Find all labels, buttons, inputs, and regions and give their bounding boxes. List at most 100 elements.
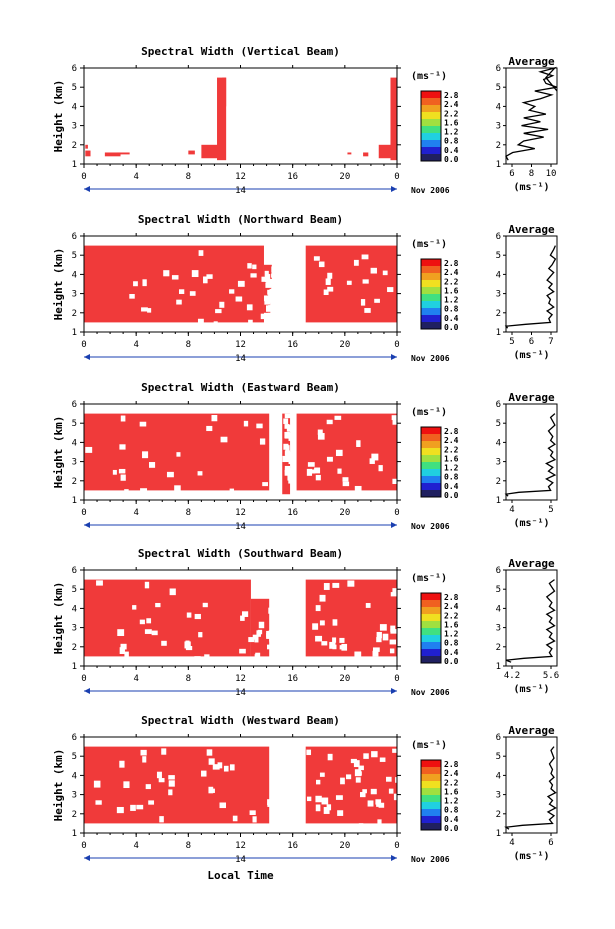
- y-tick-label: 4: [72, 771, 77, 781]
- data-gap: [369, 458, 375, 464]
- panel-3: Spectral Width (Southward Beam)0 4 8 12 16 20…: [52, 547, 559, 698]
- data-gap: [146, 618, 152, 624]
- data-gap: [266, 279, 272, 284]
- data-gap: [252, 634, 259, 640]
- data-gap: [267, 312, 274, 319]
- y-tick-label: 2: [72, 810, 77, 820]
- data-gap: [267, 799, 273, 806]
- x-tick-label: 16: [287, 508, 298, 518]
- data-gap: [242, 611, 249, 617]
- data-gap: [327, 753, 333, 761]
- data-gap: [217, 762, 223, 769]
- data-gap: [332, 619, 338, 626]
- data-gap: [371, 453, 379, 461]
- colorbar-cell: [421, 760, 441, 768]
- y-tick-label: 4: [72, 604, 77, 614]
- x-tick-label: 0: [394, 172, 399, 182]
- colorbar-tick-label: 2.8: [444, 259, 459, 268]
- unit-label: (ms⁻¹): [411, 573, 447, 584]
- data-gap: [353, 760, 360, 768]
- colorbar-cell: [421, 823, 441, 831]
- avg-profile-line: [504, 413, 557, 497]
- avg-y-tick-label: 1: [496, 662, 501, 672]
- data-gap: [288, 435, 295, 441]
- colorbar-tick-label: 0.0: [444, 491, 459, 500]
- colorbar-tick-label: 0.4: [444, 815, 459, 824]
- avg-x-tick-label: 5.6: [543, 671, 559, 681]
- colorbar-cell: [421, 427, 441, 435]
- data-gap: [323, 583, 330, 590]
- avg-x-label: (ms⁻¹): [513, 851, 549, 862]
- heatmap-block: [84, 579, 251, 657]
- data-gap: [130, 804, 136, 811]
- colorbar-cell: [421, 147, 441, 155]
- colorbar-tick-label: 1.6: [444, 118, 459, 127]
- colorbar-tick-label: 1.2: [444, 296, 459, 305]
- x-tick-label: 12: [235, 340, 246, 350]
- date-arrow-right: [391, 522, 397, 528]
- data-gap: [378, 465, 383, 472]
- data-gap: [159, 816, 164, 823]
- data-gap: [361, 254, 369, 260]
- data-gap: [390, 625, 396, 632]
- heatmap-block: [84, 413, 270, 491]
- data-gap: [323, 807, 330, 814]
- avg-y-tick-label: 6: [496, 566, 501, 576]
- y-tick-label: 2: [72, 643, 77, 653]
- data-gap: [332, 644, 337, 650]
- date-arrow-left: [84, 354, 90, 360]
- data-gap: [326, 804, 332, 811]
- data-gap: [119, 760, 125, 768]
- data-gap: [112, 469, 117, 475]
- y-tick-label: 5: [72, 585, 77, 595]
- data-gap: [235, 296, 243, 302]
- colorbar-cell: [421, 767, 441, 775]
- data-gap: [271, 291, 278, 298]
- data-gap: [176, 299, 182, 305]
- y-axis-label: Height (km): [52, 749, 65, 822]
- data-gap: [144, 581, 150, 589]
- avg-title: Average: [508, 557, 555, 570]
- colorbar-cell: [421, 774, 441, 782]
- x-tick-label: 20: [339, 340, 350, 350]
- data-gap: [375, 799, 382, 805]
- data-gap: [270, 300, 277, 307]
- y-tick-label: 5: [72, 83, 77, 93]
- colorbar-tick-label: 2.8: [444, 91, 459, 100]
- data-gap: [395, 777, 401, 783]
- data-gap: [335, 795, 343, 800]
- heatmap-block: [305, 579, 397, 657]
- avg-x-tick-label: 5: [509, 337, 514, 347]
- avg-y-tick-label: 1: [496, 496, 501, 506]
- avg-y-tick-label: 3: [496, 791, 501, 801]
- data-gap: [204, 654, 210, 661]
- data-gap: [202, 602, 208, 608]
- data-gap: [240, 615, 245, 621]
- data-gap: [364, 308, 371, 313]
- data-gap: [313, 256, 320, 261]
- y-tick-label: 1: [72, 328, 77, 338]
- data-gap: [283, 418, 289, 424]
- data-gap: [389, 648, 395, 654]
- x-tick-label: 8: [186, 508, 191, 518]
- avg-x-tick-label: 5: [548, 505, 553, 515]
- data-gap: [264, 298, 271, 305]
- avg-y-tick-label: 2: [496, 309, 501, 319]
- colorbar-cell: [421, 140, 441, 148]
- data-gap: [123, 781, 130, 789]
- colorbar-cell: [421, 98, 441, 106]
- data-gap: [355, 771, 362, 776]
- avg-profile-line: [504, 245, 557, 329]
- heatmap-block: [222, 77, 227, 107]
- data-gap: [262, 482, 268, 487]
- avg-x-tick-label: 6: [509, 169, 514, 179]
- avg-y-tick-label: 2: [496, 141, 501, 151]
- x-tick-label: 0: [81, 674, 86, 684]
- x-tick-label: 8: [186, 340, 191, 350]
- colorbar-cell: [421, 462, 441, 470]
- colorbar-tick-label: 2.2: [444, 611, 459, 620]
- data-gap: [163, 270, 170, 277]
- unit-label: (ms⁻¹): [411, 407, 447, 418]
- data-gap: [354, 651, 362, 657]
- colorbar-cell: [421, 273, 441, 281]
